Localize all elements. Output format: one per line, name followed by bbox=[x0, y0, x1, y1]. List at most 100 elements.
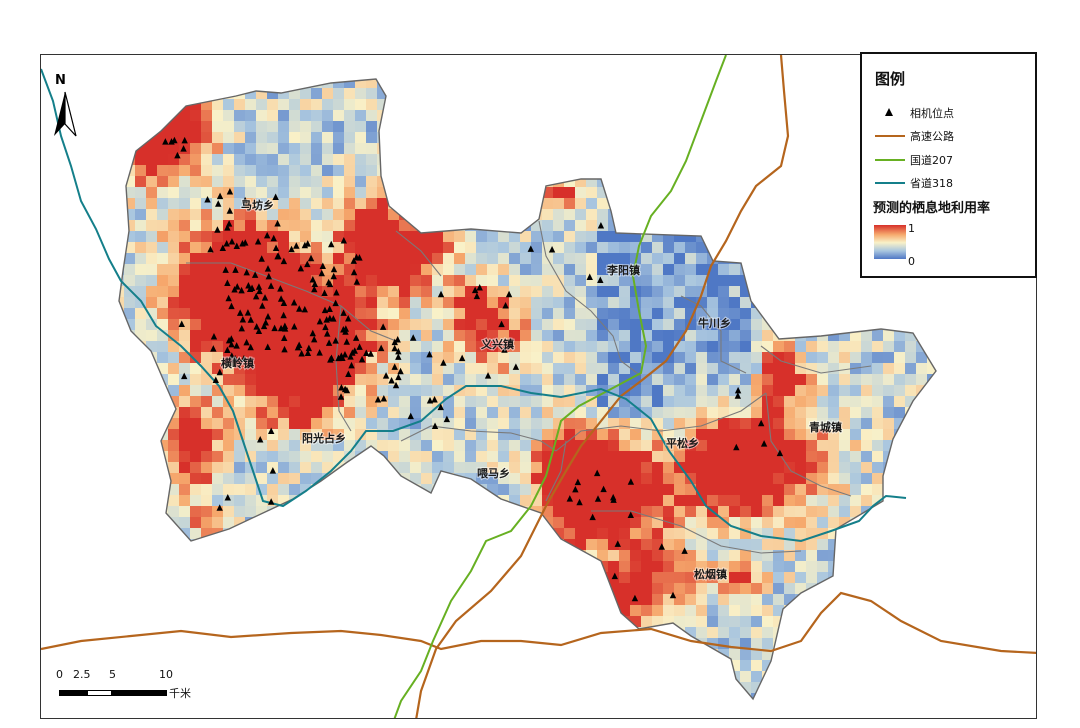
camera-site-icon bbox=[338, 384, 345, 391]
camera-site-icon bbox=[498, 320, 505, 328]
label-yixing: 义兴镇 bbox=[481, 337, 514, 351]
camera-site-icon bbox=[281, 322, 289, 330]
camera-site-icon bbox=[394, 335, 401, 343]
provincial-road-318 bbox=[41, 68, 907, 543]
camera-site-icon bbox=[280, 311, 287, 319]
camera-site-icon bbox=[658, 543, 665, 550]
camera-site-icon bbox=[330, 265, 338, 273]
camera-site-icon bbox=[440, 359, 447, 366]
camera-site-icon bbox=[239, 316, 247, 323]
camera-site-icon bbox=[471, 286, 479, 294]
camera-site-icon bbox=[379, 323, 387, 330]
camera-site-icon bbox=[627, 478, 635, 485]
camera-site-icon bbox=[600, 485, 607, 493]
label-hengling: 横岭镇 bbox=[221, 356, 254, 370]
camera-site-icon bbox=[395, 373, 402, 381]
camera-site-icon bbox=[335, 354, 342, 362]
north-arrow-icon bbox=[54, 91, 77, 137]
boundary-liyang-niuchuan bbox=[680, 295, 747, 374]
camera-site-icon bbox=[301, 305, 309, 313]
camera-site-icon bbox=[293, 242, 300, 249]
camera-site-icon bbox=[757, 419, 765, 427]
camera-site-icon bbox=[574, 478, 582, 486]
camera-site-icon bbox=[484, 372, 492, 379]
camera-site-icon bbox=[377, 344, 385, 352]
camera-site-icon bbox=[589, 513, 596, 521]
camera-site-icon bbox=[311, 335, 318, 343]
boundary-mafang-hengling bbox=[186, 262, 397, 342]
camera-site-icon bbox=[593, 469, 601, 477]
boundary-yixing-weima bbox=[400, 425, 557, 452]
camera-site-icon bbox=[345, 314, 352, 322]
camera-site-icon bbox=[264, 265, 272, 272]
camera-site-icon bbox=[264, 343, 271, 350]
camera-site-icon bbox=[277, 285, 284, 292]
national-road-line-icon bbox=[872, 152, 906, 168]
camera-site-icon bbox=[298, 349, 305, 357]
camera-site-icon bbox=[212, 376, 219, 384]
camera-site-icon bbox=[174, 151, 181, 159]
camera-site-icon bbox=[333, 288, 340, 296]
camera-site-icon bbox=[340, 237, 348, 244]
camera-sites bbox=[162, 136, 784, 602]
label-niuchuan: 牛川乡 bbox=[698, 316, 731, 330]
camera-site-icon bbox=[502, 302, 509, 309]
camera-site-icon bbox=[392, 381, 400, 389]
habitat-raster bbox=[119, 79, 936, 699]
camera-site-icon bbox=[204, 196, 211, 203]
camera-site-icon bbox=[327, 356, 334, 363]
camera-site-icon bbox=[304, 260, 311, 268]
camera-site-icon bbox=[350, 257, 357, 264]
camera-site-icon bbox=[216, 192, 224, 200]
camera-site-icon bbox=[426, 396, 434, 404]
camera-site-icon bbox=[410, 334, 417, 341]
camera-site-icon bbox=[760, 440, 768, 447]
camera-site-icon bbox=[350, 268, 358, 276]
camera-site-icon bbox=[210, 345, 217, 352]
legend-expressway-label: 高速公路 bbox=[910, 130, 954, 143]
boundary-niuchuan-qingcheng bbox=[760, 345, 872, 374]
camera-site-icon bbox=[609, 493, 617, 501]
ramp-high-label: 1 bbox=[908, 222, 915, 235]
camera-site-icon bbox=[219, 244, 227, 251]
camera-site-icon bbox=[234, 283, 241, 290]
camera-site-icon bbox=[297, 264, 305, 272]
camera-site-icon bbox=[443, 415, 451, 423]
label-pingsong: 平松乡 bbox=[666, 436, 699, 450]
scale-tick-2-5: 2.5 bbox=[73, 668, 91, 681]
camera-site-icon bbox=[271, 324, 278, 332]
camera-site-icon bbox=[290, 298, 298, 306]
camera-site-icon bbox=[572, 485, 579, 493]
legend-row-camera: 相机位点 bbox=[872, 105, 954, 121]
camera-site-icon bbox=[288, 245, 295, 253]
scale-segment-3 bbox=[112, 690, 167, 696]
label-mafang: 马坊乡 bbox=[241, 198, 274, 212]
camera-site-icon bbox=[238, 286, 245, 294]
camera-site-icon bbox=[267, 498, 275, 505]
camera-site-icon bbox=[338, 352, 345, 359]
camera-site-icon bbox=[566, 495, 574, 502]
camera-site-icon bbox=[162, 138, 169, 145]
camera-site-icon bbox=[353, 278, 361, 285]
camera-site-icon bbox=[272, 193, 279, 200]
camera-site-icon bbox=[214, 226, 221, 233]
camera-site-icon bbox=[252, 292, 260, 300]
camera-site-icon bbox=[330, 315, 337, 322]
camera-site-icon bbox=[348, 361, 355, 369]
camera-site-icon bbox=[232, 355, 239, 362]
camera-site-icon bbox=[259, 302, 266, 309]
camera-site-icon bbox=[257, 436, 264, 443]
camera-site-icon bbox=[296, 305, 303, 312]
camera-site-icon bbox=[280, 257, 288, 265]
camera-site-icon bbox=[391, 338, 398, 346]
camera-site-icon bbox=[240, 355, 248, 362]
camera-site-icon bbox=[255, 283, 263, 290]
camera-site-icon bbox=[476, 283, 483, 291]
camera-site-icon bbox=[776, 449, 784, 457]
camera-site-icon bbox=[178, 320, 185, 328]
camera-site-icon bbox=[255, 327, 263, 334]
camera-site-icon bbox=[437, 403, 444, 411]
camera-site-icon bbox=[254, 237, 262, 245]
camera-site-icon bbox=[295, 341, 303, 349]
camera-site-icon bbox=[351, 347, 358, 354]
